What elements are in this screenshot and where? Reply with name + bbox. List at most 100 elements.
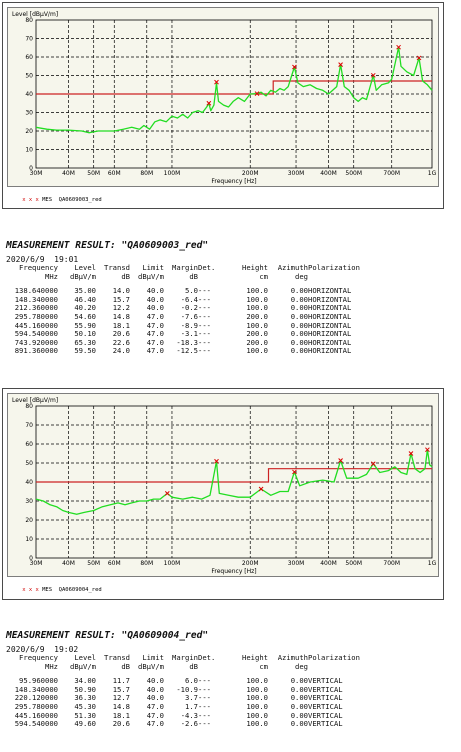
table-cell: HORIZONTAL xyxy=(308,311,352,321)
table-cell: 0.00 xyxy=(290,684,308,694)
table-cell: dB xyxy=(121,661,130,671)
table-cell: --- xyxy=(198,320,211,330)
peak-marker xyxy=(214,79,219,85)
y-tick-label: 70 xyxy=(25,422,33,429)
table-cell: --- xyxy=(198,710,211,720)
table-cell: Margin xyxy=(172,653,198,662)
measurement-result-2: MEASUREMENT RESULT: "QA0609004_red" 2020… xyxy=(6,630,372,729)
table-cell: 46.40 xyxy=(74,294,96,304)
x-tick-label: 1G xyxy=(428,560,437,567)
table-cell: 0.00 xyxy=(290,329,308,339)
table-cell: VERTICAL xyxy=(308,719,343,729)
table-cell: 5.0 xyxy=(185,286,198,296)
table-cell: 100.0 xyxy=(246,346,268,356)
measurement-result-1: MEASUREMENT RESULT: "QA0609003_red" 2020… xyxy=(6,240,372,356)
table-cell: --- xyxy=(198,286,211,296)
peak-marker xyxy=(338,62,343,67)
table-cell: --- xyxy=(198,693,211,703)
table-cell: --- xyxy=(198,701,211,711)
table-cell: 18.1 xyxy=(112,710,130,720)
peak-marker xyxy=(258,486,264,492)
table-cell: 47.0 xyxy=(146,337,164,347)
x-axis-label: Frequency [Hz] xyxy=(211,568,256,575)
y-tick-label: 40 xyxy=(25,91,33,98)
table-cell: 594.540000 xyxy=(14,329,58,339)
table-row: 295.780000 45.30 14.8 47.0 1.7 --- 100.0 0.00 VE… xyxy=(6,701,372,712)
result-date: 2020/6/9 19:01 xyxy=(6,255,79,264)
x-tick-label: 50M xyxy=(87,560,100,567)
table-cell: HORIZONTAL xyxy=(308,346,352,356)
table-cell: Azimuth xyxy=(277,653,308,662)
table-cell: Height xyxy=(242,263,268,272)
table-cell: Det. xyxy=(198,263,216,272)
table-cell: 18.1 xyxy=(112,320,130,330)
y-tick-label: 60 xyxy=(25,54,33,61)
y-tick-label: 40 xyxy=(25,479,33,486)
table-cell: 47.0 xyxy=(146,701,164,711)
table-cell: 12.7 xyxy=(112,693,130,703)
table-cell: -8.9 xyxy=(180,320,198,330)
table-cell: 0.00 xyxy=(290,286,308,296)
x-tick-label: 50M xyxy=(87,170,100,177)
table-cell: 47.0 xyxy=(146,346,164,356)
x-tick-label: 400M xyxy=(320,170,337,177)
table-cell: 1.7 xyxy=(185,701,198,711)
table-cell: --- xyxy=(198,311,211,321)
table-cell: HORIZONTAL xyxy=(308,337,352,347)
table-row: 148.340000 50.90 15.7 40.0 -10.9 --- 100.0 0.00… xyxy=(6,684,372,695)
table-cell: 47.0 xyxy=(146,320,164,330)
table-cell: 100.0 xyxy=(246,719,268,729)
y-tick-label: 30 xyxy=(25,498,33,505)
table-cell: 49.60 xyxy=(74,719,96,729)
table-cell: 6.0 xyxy=(185,676,198,686)
limit-line xyxy=(36,80,432,95)
peak-marker xyxy=(164,491,170,496)
table-cell: --- xyxy=(198,684,211,694)
table-cell: 50.10 xyxy=(74,329,96,339)
table-cell: 212.360000 xyxy=(14,303,58,313)
table-cell: Transd xyxy=(104,263,130,272)
table-cell: dB xyxy=(189,271,198,281)
table-row: 95.960000 34.00 11.7 40.0 6.0 --- 100.0 0.00 VER… xyxy=(6,677,372,686)
table-cell: 55.90 xyxy=(74,320,96,330)
table-cell: 0.00 xyxy=(290,701,308,711)
table-cell: 0.00 xyxy=(290,294,308,304)
emission-chart-2: Level [dBµV/m] 0 10 20 30 40 50 60 70 80 30M 40M 50M… xyxy=(12,397,437,575)
table-cell: dBµV/m xyxy=(138,271,164,281)
table-row: 891.360000 59.50 24.0 47.0 -12.5 --- 100.0 0.00… xyxy=(6,347,372,356)
table-row: 594.540000 50.10 20.6 47.0 -3.1 --- 200.0 0.00 H… xyxy=(6,330,372,339)
peak-marker xyxy=(292,469,297,475)
y-tick-label: 10 xyxy=(25,147,33,154)
table-cell: VERTICAL xyxy=(308,676,343,686)
table-cell xyxy=(198,273,224,282)
table-header: Frequency Level Transd Limit Margin Det. Heigh… xyxy=(6,653,372,663)
table-cell: MHz xyxy=(45,271,58,281)
peak-marker xyxy=(396,44,401,50)
table-cell: cm xyxy=(259,271,268,281)
table-cell: 40.0 xyxy=(146,294,164,304)
table-cell: 11.7 xyxy=(112,676,130,686)
table-cell: 200.0 xyxy=(246,329,268,339)
table-cell: -0.2 xyxy=(180,303,198,313)
table-cell: 40.20 xyxy=(74,303,96,313)
x-tick-label: 700M xyxy=(383,170,400,177)
x-tick-label: 300M xyxy=(288,170,305,177)
y-axis-label: Level [dBµV/m] xyxy=(12,397,58,404)
peak-marker xyxy=(416,55,422,61)
table-cell: 220.120000 xyxy=(14,693,58,703)
y-tick-label: 60 xyxy=(25,441,33,448)
table-cell: 65.30 xyxy=(74,337,96,347)
table-cell: 0.00 xyxy=(290,337,308,347)
table-cell: HORIZONTAL xyxy=(308,286,352,296)
x-tick-label: 100M xyxy=(164,170,181,177)
result-date: 2020/6/9 19:02 xyxy=(6,645,79,654)
table-cell: 743.920000 xyxy=(14,337,58,347)
y-axis-label: Level [dBµV/m] xyxy=(12,11,58,18)
table-cell: 15.7 xyxy=(112,684,130,694)
table-cell: 100.0 xyxy=(246,676,268,686)
x-tick-label: 400M xyxy=(320,560,337,567)
table-cell: 138.640000 xyxy=(14,286,58,296)
table-cell: --- xyxy=(198,346,211,356)
table-cell: Azimuth xyxy=(277,263,308,272)
peak-marker xyxy=(338,458,343,463)
